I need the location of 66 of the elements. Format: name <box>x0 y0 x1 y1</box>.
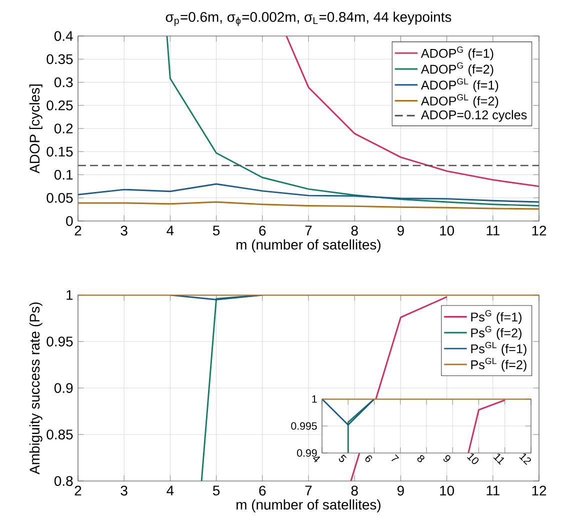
x-tick-label: 9 <box>397 226 404 236</box>
x-tick-label: 5 <box>338 454 347 462</box>
x-tick-label: 4 <box>313 456 320 462</box>
y-tick-label: 0.25 <box>46 100 73 110</box>
x-tick-label: 8 <box>351 226 358 236</box>
y-tick-label: 1 <box>66 290 73 300</box>
legend-label: Ps$^{GL}$ (f=1) <box>471 342 526 356</box>
y-tick-label: 0.99 <box>297 449 317 457</box>
x-tick-label: 10 <box>440 226 454 236</box>
x-tick-label: 10 <box>466 453 479 464</box>
y-tick-label: 0.1 <box>54 170 73 180</box>
x-tick-label: 5 <box>212 226 220 236</box>
x-tick-label: 8 <box>417 455 424 462</box>
x-tick-label: 12 <box>532 486 546 496</box>
y-tick-label: 0.9 <box>54 383 73 393</box>
y-tick-label: 1 <box>312 395 317 403</box>
x-tick-label: 7 <box>305 486 312 496</box>
line-series <box>78 183 540 203</box>
x-tick-label: 5 <box>212 486 220 496</box>
y-tick-label: 0 <box>66 216 73 226</box>
legend-label: ADOP$^{GL}$ (f=2) <box>420 94 498 108</box>
x-tick-label: 3 <box>120 226 128 236</box>
x-tick-label: 12 <box>519 453 531 466</box>
y-tick-label: 0.2 <box>54 124 73 134</box>
line-series <box>166 36 540 206</box>
x-tick-label: 9 <box>443 455 450 462</box>
y-tick-label: 0.85 <box>46 430 73 440</box>
x-tick-label: 6 <box>365 455 372 462</box>
y-tick-label: 0.3 <box>54 77 73 88</box>
x-axis-title: m (number of satellites) <box>236 499 380 512</box>
y-tick-label: 0.8 <box>54 476 73 486</box>
x-tick-label: 11 <box>486 486 500 496</box>
y-tick-label: 0.05 <box>46 192 73 203</box>
legend-label: ADOP=0.12 cycles <box>420 110 527 122</box>
legend-label: ADOP$^{GL}$ (f=1) <box>420 78 498 92</box>
x-tick-label: 6 <box>259 486 266 496</box>
x-tick-label: 8 <box>351 486 358 496</box>
x-tick-label: 2 <box>74 226 82 236</box>
x-tick-label: 4 <box>166 486 174 496</box>
line-series <box>286 36 540 188</box>
y-tick-label: 0.4 <box>54 31 73 41</box>
x-tick-label: 11 <box>493 454 504 465</box>
legend-label: Ps$^{G}$ (f=1) <box>471 310 522 324</box>
y-tick-label: 0.95 <box>46 336 73 346</box>
x-tick-label: 10 <box>440 486 454 496</box>
x-tick-label: 11 <box>486 226 500 236</box>
line-series <box>78 201 540 210</box>
x-tick-label: 12 <box>532 226 546 236</box>
x-tick-label: 6 <box>259 226 266 236</box>
legend-label: Ps$^{GL}$ (f=2) <box>471 358 526 372</box>
y-axis-title: ADOP [cycles] <box>29 84 42 174</box>
x-tick-label: 9 <box>397 486 404 496</box>
x-axis-title: m (number of satellites) <box>236 239 380 252</box>
x-tick-label: 3 <box>120 486 128 496</box>
legend-label: Ps$^{G}$ (f=2) <box>471 326 522 340</box>
legend-label: ADOP$^{G}$ (f=2) <box>420 62 494 76</box>
x-tick-label: 4 <box>166 226 174 236</box>
y-axis-title: Ambiguity success rate (Ps) <box>29 302 42 474</box>
y-tick-label: 0.995 <box>291 422 317 430</box>
chart-title: σ$_{p}$=0.6m, σ$_{ϕ}$=0.002m, σ$_{L}$=0.84m, 44 keypoints <box>166 12 452 26</box>
x-tick-label: 7 <box>391 454 400 462</box>
y-tick-label: 0.35 <box>46 54 73 64</box>
x-tick-label: 2 <box>74 486 82 496</box>
x-tick-label: 7 <box>305 226 312 236</box>
y-tick-label: 0.15 <box>46 146 73 157</box>
legend-label: ADOP$^{G}$ (f=1) <box>420 46 494 60</box>
